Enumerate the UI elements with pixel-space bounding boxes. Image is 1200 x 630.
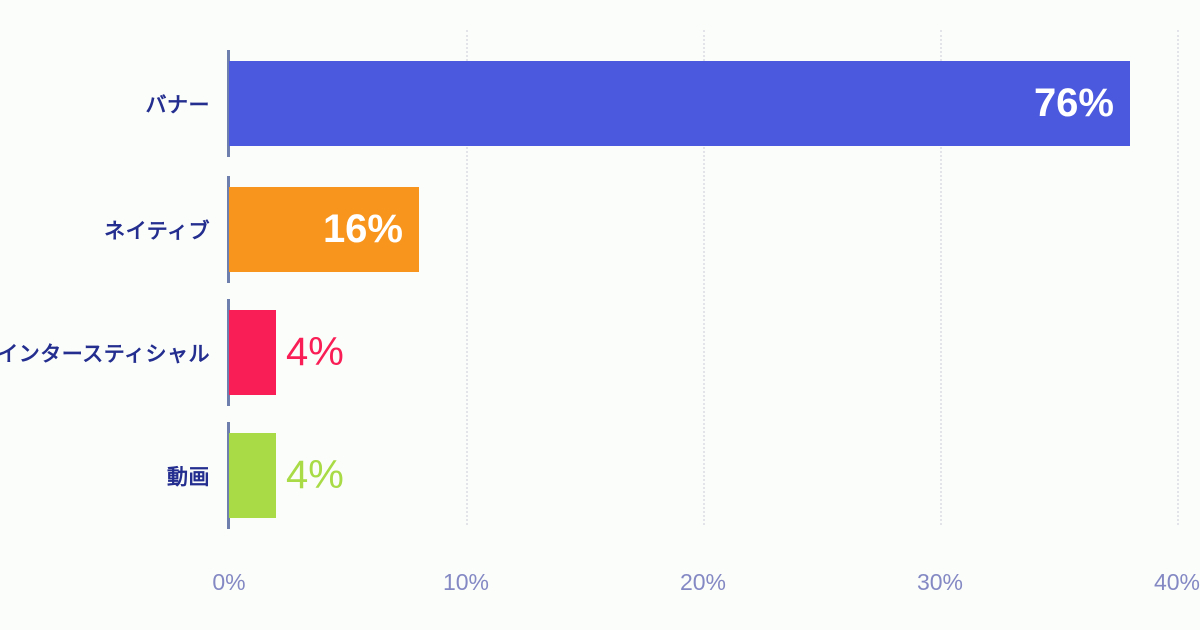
x-axis-tick-label: 20%	[679, 569, 727, 595]
vertical-gridline	[1177, 30, 1179, 525]
vertical-gridline	[703, 30, 705, 525]
vertical-gridline	[940, 30, 942, 525]
category-label: ネイティブ	[104, 219, 210, 243]
bar-1: 76%	[229, 61, 1130, 146]
x-axis-tick-label: 30%	[916, 569, 964, 595]
y-axis-segment	[227, 50, 230, 157]
category-label: インタースティシャル	[0, 342, 210, 366]
bar-2: 16%	[229, 187, 419, 272]
value-label: 76%	[1033, 81, 1114, 125]
bar-4	[229, 433, 276, 518]
y-axis-segment	[227, 422, 230, 529]
x-axis-tick-label: 40%	[1153, 569, 1200, 595]
value-label: 4%	[286, 453, 344, 497]
vertical-gridline	[466, 30, 468, 525]
value-label: 16%	[322, 207, 403, 251]
x-axis-tick-label: 0%	[212, 569, 246, 595]
category-label: バナー	[145, 93, 210, 117]
y-axis-segment	[227, 299, 230, 406]
category-label: 動画	[167, 465, 210, 489]
bar-3	[229, 310, 276, 395]
x-axis-tick-label: 10%	[442, 569, 490, 595]
value-label: 4%	[286, 330, 344, 374]
y-axis-segment	[227, 176, 230, 283]
